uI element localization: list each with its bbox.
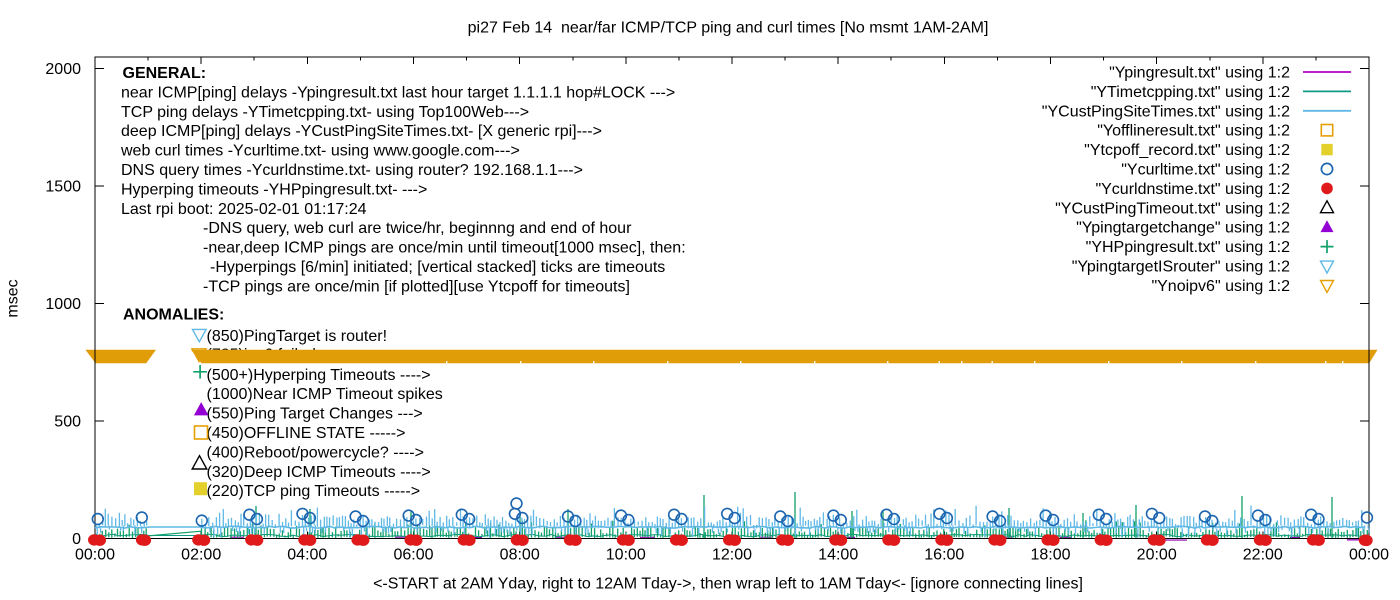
svg-text:"Ypingresult.txt" using 1:2: "Ypingresult.txt" using 1:2 [1109, 65, 1290, 82]
svg-text:1500: 1500 [45, 179, 81, 196]
svg-text:GENERAL:: GENERAL: [123, 65, 207, 82]
svg-text:20:00: 20:00 [1137, 547, 1177, 564]
svg-text:500: 500 [54, 414, 81, 431]
svg-text:12:00: 12:00 [712, 547, 752, 564]
svg-text:04:00: 04:00 [287, 547, 327, 564]
svg-text:(220)TCP ping Timeouts ----->: (220)TCP ping Timeouts -----> [207, 483, 421, 500]
svg-text:(850)PingTarget is router!: (850)PingTarget is router! [207, 328, 388, 345]
svg-text:1000: 1000 [45, 296, 81, 313]
svg-text:deep ICMP[ping] delays -YCustP: deep ICMP[ping] delays -YCustPingSiteTim… [121, 123, 602, 140]
svg-text:22:00: 22:00 [1243, 547, 1283, 564]
svg-text:web curl times -Ycurltime.txt-: web curl times -Ycurltime.txt- using www… [120, 143, 520, 160]
svg-text:Last rpi boot: 2025-02-01 01:1: Last rpi boot: 2025-02-01 01:17:24 [121, 201, 367, 218]
svg-text:(1000)Near ICMP Timeout spikes: (1000)Near ICMP Timeout spikes [207, 386, 443, 403]
svg-text:14:00: 14:00 [818, 547, 858, 564]
svg-text:msec: msec [5, 279, 22, 317]
svg-text:"Ycurltime.txt" using 1:2: "Ycurltime.txt" using 1:2 [1121, 162, 1290, 179]
svg-text:"YTimetcpping.txt" using 1:2: "YTimetcpping.txt" using 1:2 [1091, 84, 1290, 101]
svg-text:"YpingtargetISrouter" using 1:: "YpingtargetISrouter" using 1:2 [1072, 259, 1290, 276]
svg-text:06:00: 06:00 [393, 547, 433, 564]
svg-text:10:00: 10:00 [606, 547, 646, 564]
svg-text:<-START at 2AM Yday, right to: <-START at 2AM Yday, right to 12AM Tday-… [373, 575, 1083, 592]
svg-text:-DNS query, web curl are twice: -DNS query, web curl are twice/hr, begin… [203, 220, 632, 237]
svg-text:(550)Ping Target Changes --->: (550)Ping Target Changes ---> [207, 406, 423, 423]
svg-text:-near,deep ICMP pings are once: -near,deep ICMP pings are once/min until… [203, 240, 686, 257]
svg-text:"Ycurldnstime.txt" using 1:2: "Ycurldnstime.txt" using 1:2 [1095, 181, 1290, 198]
svg-text:18:00: 18:00 [1030, 547, 1070, 564]
svg-text:(320)Deep ICMP Timeouts ---->: (320)Deep ICMP Timeouts ----> [207, 464, 431, 481]
svg-text:2000: 2000 [45, 61, 81, 78]
svg-text:"Ynoipv6" using 1:2: "Ynoipv6" using 1:2 [1151, 278, 1290, 295]
svg-text:"YHPpingresult.txt" using 1:2: "YHPpingresult.txt" using 1:2 [1086, 239, 1290, 256]
svg-text:00:00: 00:00 [1349, 547, 1389, 564]
svg-text:0: 0 [72, 531, 81, 548]
svg-text:"YCustPingTimeout.txt" using 1: "YCustPingTimeout.txt" using 1:2 [1055, 200, 1290, 217]
svg-text:-TCP pings are once/min [if pl: -TCP pings are once/min [if plotted][use… [203, 278, 630, 295]
svg-text:02:00: 02:00 [181, 547, 221, 564]
svg-text:DNS query times -Ycurldnstime.: DNS query times -Ycurldnstime.txt- using… [121, 162, 583, 179]
svg-text:TCP ping delays -YTimetcpping.: TCP ping delays -YTimetcpping.txt- using… [121, 104, 529, 121]
svg-text:(500+)Hyperping Timeouts ---->: (500+)Hyperping Timeouts ----> [207, 367, 431, 384]
svg-text:"Ypingtargetchange" using 1:2: "Ypingtargetchange" using 1:2 [1076, 220, 1290, 237]
svg-text:08:00: 08:00 [500, 547, 540, 564]
svg-text:Hyperping timeouts -YHPpingres: Hyperping timeouts -YHPpingresult.txt- -… [121, 181, 427, 198]
svg-text:16:00: 16:00 [924, 547, 964, 564]
svg-text:-Hyperpings [6/min] initiated;: -Hyperpings [6/min] initiated; [vertical… [210, 259, 665, 276]
svg-text:(400)Reboot/powercycle? ---->: (400)Reboot/powercycle? ----> [207, 444, 424, 461]
svg-text:"Yofflineresult.txt" using 1:2: "Yofflineresult.txt" using 1:2 [1097, 123, 1290, 140]
svg-text:00:00: 00:00 [75, 547, 115, 564]
svg-text:"Ytcpoff_record.txt" using 1:2: "Ytcpoff_record.txt" using 1:2 [1084, 142, 1290, 159]
svg-text:pi27 Feb 14 near/far ICMP/TCP: pi27 Feb 14 near/far ICMP/TCP ping and c… [468, 19, 989, 36]
svg-text:(450)OFFLINE STATE ----->: (450)OFFLINE STATE -----> [207, 425, 406, 442]
svg-text:near ICMP[ping] delays -Ypingr: near ICMP[ping] delays -Ypingresult.txt … [121, 84, 675, 101]
svg-text:ANOMALIES:: ANOMALIES: [123, 306, 224, 323]
svg-text:"YCustPingSiteTimes.txt" using: "YCustPingSiteTimes.txt" using 1:2 [1042, 103, 1290, 120]
